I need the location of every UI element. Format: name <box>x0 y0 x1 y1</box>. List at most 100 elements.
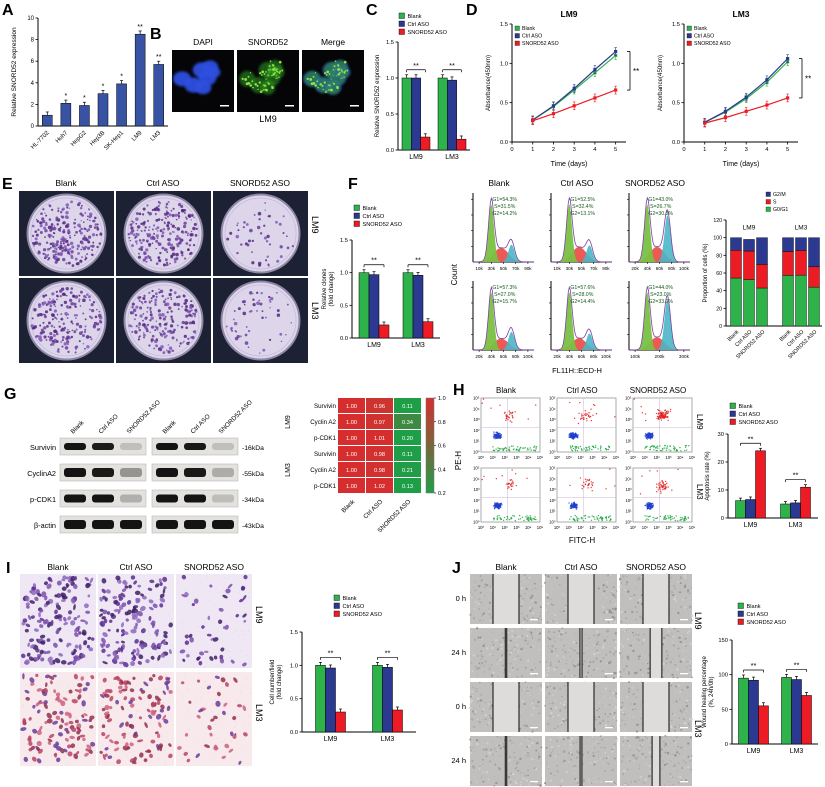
svg-text:10⁴: 10⁴ <box>601 455 608 460</box>
svg-text:10³: 10³ <box>589 525 596 530</box>
svg-text:0.97: 0.97 <box>374 420 385 426</box>
panel-b-cell-line: LM9 <box>259 114 277 124</box>
svg-text:LM9: LM9 <box>409 154 423 161</box>
svg-text:4: 4 <box>765 147 769 153</box>
svg-text:**: ** <box>371 256 377 265</box>
svg-text:10²: 10² <box>578 525 585 530</box>
svg-text:Blank: Blank <box>363 206 377 212</box>
svg-text:10⁰: 10⁰ <box>478 455 485 460</box>
svg-text:10⁴: 10⁴ <box>601 525 608 530</box>
svg-text:1: 1 <box>531 147 534 153</box>
svg-text:60k: 60k <box>500 354 508 359</box>
panel-e-header-aso: SNORD52 ASO <box>230 178 290 188</box>
svg-text:10²: 10² <box>473 428 480 433</box>
svg-text:1.00: 1.00 <box>346 404 357 410</box>
svg-text:G1=43.0%: G1=43.0% <box>648 197 673 203</box>
svg-text:SNORD52 ASO: SNORD52 ASO <box>408 30 448 36</box>
svg-text:*: * <box>64 93 67 100</box>
svg-text:Ctrl ASO: Ctrl ASO <box>363 214 385 220</box>
svg-text:120: 120 <box>713 218 722 224</box>
svg-text:Blank: Blank <box>343 596 357 602</box>
svg-text:10³: 10³ <box>473 487 480 492</box>
svg-text:0.11: 0.11 <box>402 452 412 458</box>
svg-text:20: 20 <box>716 306 722 312</box>
panel-g-heatmap: Survivin 1.00 0.96 0.11 Cyclin A2 1.00 0.97 0.3… <box>285 396 446 534</box>
svg-text:0.5: 0.5 <box>500 101 508 107</box>
svg-text:10⁴: 10⁴ <box>473 476 480 481</box>
wound-image-lm9-0h-ctrl <box>543 573 618 625</box>
svg-text:p-CDK1: p-CDK1 <box>30 495 56 504</box>
svg-text:HepG2: HepG2 <box>70 130 88 148</box>
panel-h-letter: H <box>453 382 465 399</box>
panel-d-line-chart-lm3: LM3 0.0 0.5 1.0 1.5 0 1 2 3 4 5 Time (days) Absorban… <box>657 9 811 168</box>
svg-text:200k: 200k <box>655 354 666 359</box>
svg-text:β-actin: β-actin <box>34 521 56 530</box>
svg-text:3: 3 <box>573 147 576 153</box>
svg-text:300k: 300k <box>679 354 690 359</box>
svg-text:Cell number/field: Cell number/field <box>270 659 276 704</box>
panel-j-header-blank: Blank <box>495 562 517 572</box>
svg-text:Time (days): Time (days) <box>551 161 588 168</box>
panel-f-stacked-bar-chart: 0 20 40 60 80 100 120 Proportion of cells (%) G2… <box>703 191 822 360</box>
colony-dish-lm9-ctrl <box>116 191 211 276</box>
svg-text:40k: 40k <box>644 266 652 271</box>
svg-text:G1=57.3%: G1=57.3% <box>492 285 517 291</box>
panel-j-letter: J <box>452 560 461 577</box>
svg-text:60: 60 <box>716 271 722 277</box>
svg-text:1.00: 1.00 <box>346 468 357 474</box>
svg-text:10⁵: 10⁵ <box>537 455 544 460</box>
svg-text:S: S <box>773 200 777 206</box>
svg-text:Relative SNORD52 expression: Relative SNORD52 expression <box>375 55 381 137</box>
svg-text:30: 30 <box>718 432 724 438</box>
svg-text:8: 8 <box>31 38 35 44</box>
svg-text:10⁴: 10⁴ <box>525 525 532 530</box>
svg-text:1.00: 1.00 <box>346 436 357 442</box>
svg-text:10³: 10³ <box>625 487 632 492</box>
svg-text:20k: 20k <box>631 266 639 271</box>
svg-text:10⁰: 10⁰ <box>625 520 632 525</box>
svg-text:Blank: Blank <box>694 26 707 32</box>
svg-text:LM9: LM9 <box>131 130 144 143</box>
svg-text:Proportion of cells (%): Proportion of cells (%) <box>703 243 709 302</box>
svg-text:10²: 10² <box>502 525 509 530</box>
svg-text:Time (days): Time (days) <box>723 161 760 168</box>
svg-text:10⁰: 10⁰ <box>473 450 480 455</box>
svg-text:0.4: 0.4 <box>438 467 446 473</box>
svg-text:0.5: 0.5 <box>290 697 298 703</box>
flow-histogram-lm9-blank: G1=54.3%S=31.5%G2=14.2% 10k 30k 50k 70k 90k <box>471 193 534 271</box>
svg-text:1.5: 1.5 <box>386 40 394 46</box>
flow-histogram-lm9-ctrl: G1=52.5%S=32.4%G2=13.1% 10k 30k 50k 70k 90k <box>549 193 612 271</box>
svg-text:G2/M: G2/M <box>773 192 786 198</box>
panel-f-letter: F <box>348 176 358 193</box>
svg-text:Absorbance(450nm): Absorbance(450nm) <box>657 55 664 111</box>
panel-d-line-chart-lm9: LM9 0.0 0.5 1.0 1.5 0 1 2 3 4 5 Time (days) Absorban… <box>485 9 639 168</box>
svg-text:p-CDK1: p-CDK1 <box>314 435 337 442</box>
svg-text:Cyclin A2: Cyclin A2 <box>310 419 336 426</box>
svg-text:1.00: 1.00 <box>346 452 357 458</box>
svg-text:100k: 100k <box>523 354 534 359</box>
svg-text:1.5: 1.5 <box>500 22 508 28</box>
svg-text:**: ** <box>415 256 421 265</box>
svg-text:40k: 40k <box>488 354 496 359</box>
panel-h-row-lm9: LM9 <box>695 414 704 430</box>
svg-text:LM9: LM9 <box>285 415 292 429</box>
svg-text:60k: 60k <box>578 354 586 359</box>
panel-b-letter: B <box>150 26 162 43</box>
svg-text:10⁵: 10⁵ <box>549 396 556 401</box>
transwell-image-lm9-blank <box>20 573 97 669</box>
svg-text:10⁵: 10⁵ <box>473 466 480 471</box>
svg-text:0.5: 0.5 <box>340 303 348 309</box>
svg-text:**: ** <box>793 471 799 480</box>
svg-text:0.5: 0.5 <box>386 112 394 118</box>
svg-text:G2=33.0%: G2=33.0% <box>648 299 673 305</box>
panel-e-header-blank: Blank <box>55 178 77 188</box>
panel-i-row-lm3: LM3 <box>254 704 264 722</box>
fluorescence-image-snord52 <box>237 50 299 112</box>
svg-text:**: ** <box>748 434 754 443</box>
svg-text:100k: 100k <box>601 354 612 359</box>
svg-text:G2=13.1%: G2=13.1% <box>570 211 595 217</box>
svg-text:**: ** <box>633 67 639 76</box>
